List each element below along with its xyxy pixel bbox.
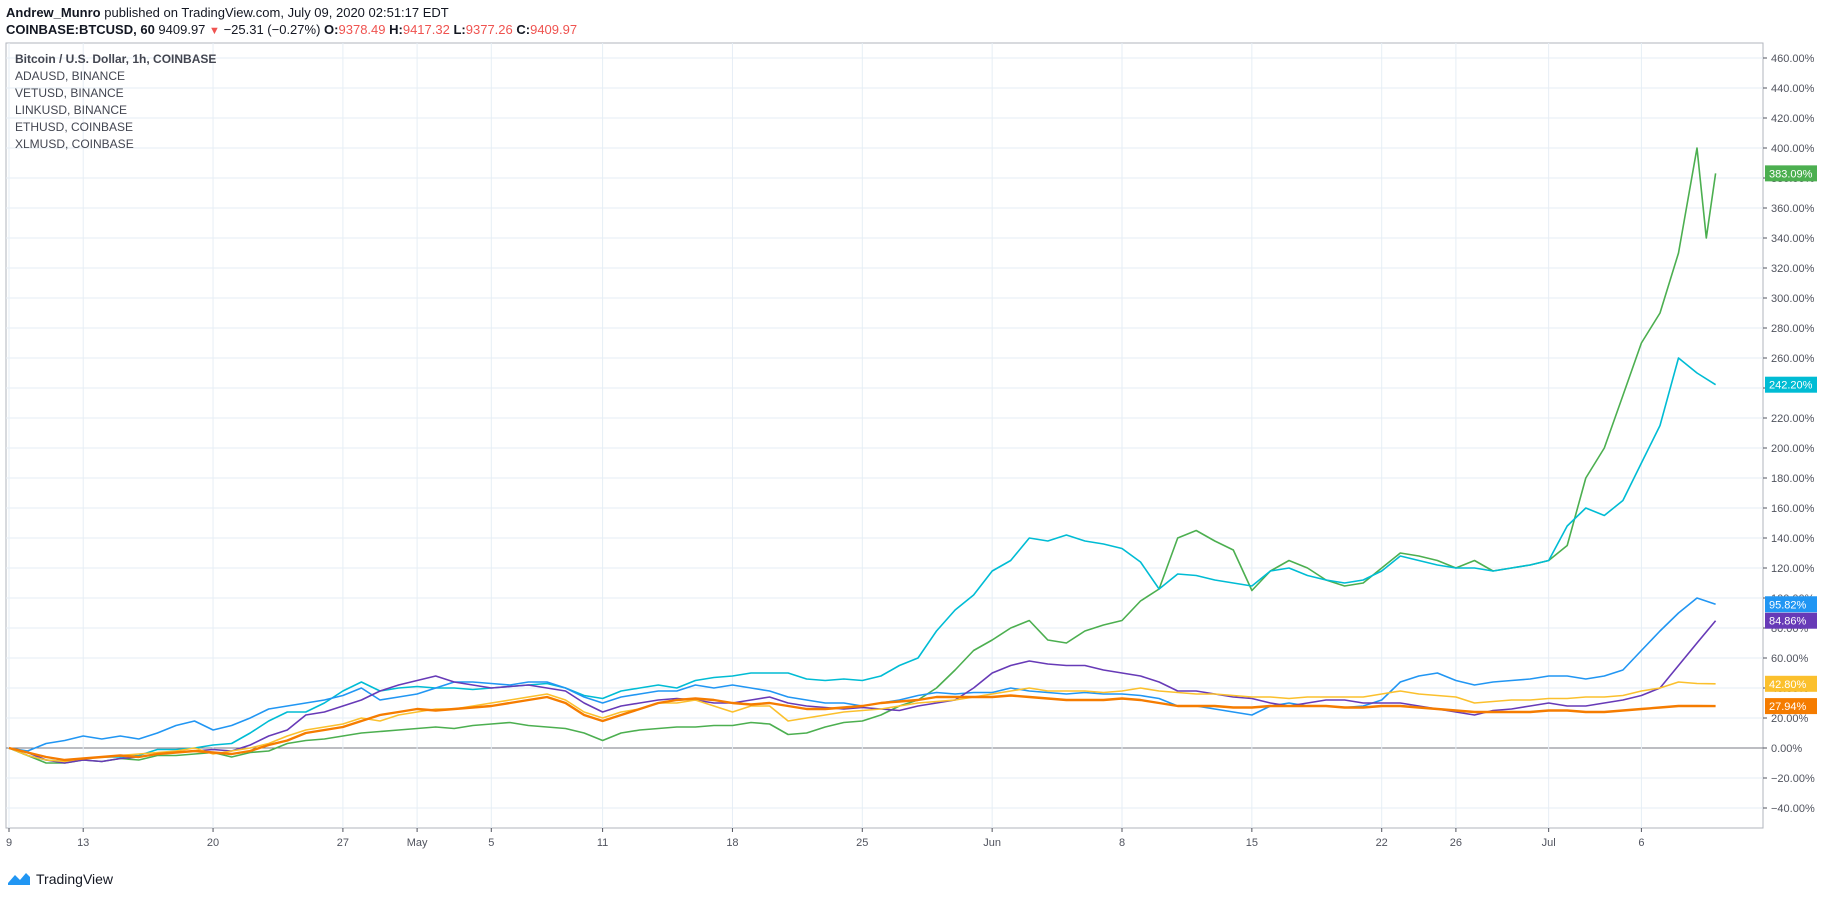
- publish-line: Andrew_Munro published on TradingView.co…: [6, 4, 1806, 21]
- series-line-6[interactable]: [8, 694, 1716, 762]
- low-label: L:: [453, 22, 466, 37]
- legend-item-2[interactable]: ADAUSD, BINANCE: [15, 69, 125, 83]
- y-tick-label: 200.00%: [1771, 443, 1815, 455]
- plot-area[interactable]: [5, 42, 1764, 829]
- end-value-label-6: 27.94%: [1769, 701, 1807, 713]
- y-tick-label: 360.00%: [1771, 203, 1815, 215]
- x-tick-label: Jul: [1542, 837, 1556, 849]
- y-tick-label: 160.00%: [1771, 503, 1815, 515]
- y-tick-label: −20.00%: [1771, 773, 1815, 785]
- legend-item-5[interactable]: ETHUSD, COINBASE: [15, 120, 133, 134]
- x-tick-label: 6: [1638, 837, 1644, 849]
- last-price: 9409.97: [158, 22, 206, 37]
- end-value-label-3: 95.82%: [1769, 599, 1807, 611]
- x-tick-label: 22: [1376, 837, 1388, 849]
- tradingview-logo-icon: [8, 873, 30, 885]
- y-tick-label: 300.00%: [1771, 293, 1815, 305]
- author-name[interactable]: Andrew_Munro: [6, 5, 101, 20]
- y-tick-label: 340.00%: [1771, 233, 1815, 245]
- y-tick-label: 140.00%: [1771, 533, 1815, 545]
- y-tick-label: 280.00%: [1771, 323, 1815, 335]
- x-tick-label: 20: [207, 837, 219, 849]
- end-value-badge-3: [1765, 596, 1817, 613]
- y-tick-label: 220.00%: [1771, 413, 1815, 425]
- series-line-5[interactable]: [8, 681, 1716, 763]
- price-change: −25.31 (−0.27%): [223, 22, 321, 37]
- x-tick-label: 26: [1450, 837, 1462, 849]
- close-value: 9409.97: [530, 22, 578, 37]
- series-line-1[interactable]: [8, 147, 1717, 764]
- x-tick-label: 27: [337, 837, 349, 849]
- end-value-badge-2: [1765, 376, 1817, 393]
- comparison-line-chart[interactable]: 460.00%440.00%420.00%400.00%380.00%360.0…: [0, 0, 1828, 870]
- end-value-badge-4: [1765, 612, 1817, 629]
- x-tick-label: May: [407, 837, 428, 849]
- x-tick-label: 9: [6, 837, 12, 849]
- open-label: O:: [324, 22, 339, 37]
- y-tick-label: 180.00%: [1771, 473, 1815, 485]
- x-tick-label: 15: [1246, 837, 1258, 849]
- series-line-2[interactable]: [8, 357, 1717, 763]
- chart-header: Andrew_Munro published on TradingView.co…: [6, 4, 1806, 40]
- end-value-badge-6: [1765, 698, 1817, 715]
- y-tick-label: 460.00%: [1771, 53, 1815, 65]
- x-tick-label: 18: [726, 837, 738, 849]
- end-value-label-1: 383.09%: [1769, 168, 1813, 180]
- y-tick-label: 320.00%: [1771, 263, 1815, 275]
- end-value-badge-1: [1765, 165, 1817, 182]
- low-value: 9377.26: [465, 22, 513, 37]
- down-arrow-icon: ▼: [209, 25, 220, 37]
- y-tick-label: 60.00%: [1771, 653, 1809, 665]
- close-label: C:: [516, 22, 531, 37]
- open-value: 9378.49: [338, 22, 386, 37]
- published-text: published on TradingView.com, July 09, 2…: [104, 5, 449, 20]
- y-tick-label: 260.00%: [1771, 353, 1815, 365]
- y-tick-label: 400.00%: [1771, 143, 1815, 155]
- legend-item-1[interactable]: Bitcoin / U.S. Dollar, 1h, COINBASE: [15, 52, 216, 66]
- symbol-label: COINBASE:BTCUSD, 60: [6, 22, 155, 37]
- x-tick-label: 8: [1119, 837, 1125, 849]
- y-tick-label: 420.00%: [1771, 113, 1815, 125]
- y-tick-label: 440.00%: [1771, 83, 1815, 95]
- legend-item-6[interactable]: XLMUSD, COINBASE: [15, 137, 134, 151]
- high-label: H:: [389, 22, 403, 37]
- y-tick-label: 0.00%: [1771, 743, 1802, 755]
- end-value-label-2: 242.20%: [1769, 380, 1813, 392]
- y-tick-label: 120.00%: [1771, 563, 1815, 575]
- legend-item-4[interactable]: LINKUSD, BINANCE: [15, 103, 127, 117]
- end-value-label-5: 42.80%: [1769, 679, 1807, 691]
- y-tick-label: 20.00%: [1771, 713, 1809, 725]
- y-tick-label: −40.00%: [1771, 803, 1815, 815]
- high-value: 9417.32: [402, 22, 450, 37]
- end-value-label-4: 84.86%: [1769, 616, 1807, 628]
- x-tick-label: 5: [488, 837, 494, 849]
- x-tick-label: 11: [597, 837, 608, 849]
- x-tick-label: Jun: [983, 837, 1001, 849]
- x-tick-label: 25: [856, 837, 868, 849]
- footer-brand: TradingView: [6, 868, 113, 890]
- legend-item-3[interactable]: VETUSD, BINANCE: [15, 86, 124, 100]
- tradingview-brand[interactable]: TradingView: [36, 871, 114, 887]
- symbol-line: COINBASE:BTCUSD, 60 9409.97 ▼ −25.31 (−0…: [6, 21, 1806, 40]
- end-value-badge-5: [1765, 675, 1817, 692]
- x-tick-label: 13: [77, 837, 89, 849]
